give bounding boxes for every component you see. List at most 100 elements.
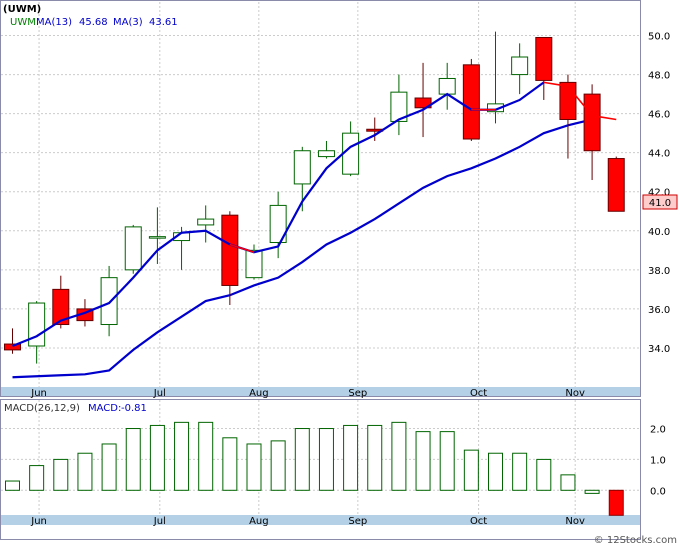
ma3-down-segment — [543, 81, 617, 121]
price-x-tick-label: Jun — [30, 388, 47, 399]
candle — [221, 211, 239, 305]
candle — [462, 58, 480, 141]
price-y-tick-label: 40.0 — [648, 227, 670, 238]
macd-bar — [415, 431, 431, 491]
macd-legend-label: MACD: — [88, 403, 121, 414]
price-y-tick-label: 36.0 — [648, 305, 670, 316]
macd-bar — [463, 449, 479, 491]
last-price-label: 41.0 — [649, 198, 671, 209]
candle — [487, 31, 504, 124]
macd-y-tick-label: 1.0 — [650, 455, 666, 466]
macd-bar — [536, 458, 552, 491]
candle-body — [511, 56, 529, 76]
candle — [607, 156, 625, 212]
macd-bar — [246, 443, 262, 491]
candle-body — [317, 150, 335, 158]
candle-body — [28, 302, 46, 347]
candle — [197, 205, 215, 243]
candle — [414, 62, 432, 138]
candle-body — [487, 103, 504, 113]
candle-body — [293, 150, 311, 185]
macd-bar — [198, 421, 214, 491]
macd-bar — [77, 452, 93, 491]
price-x-tick-label: Aug — [249, 388, 269, 399]
legend-ma13-label: MA(13) — [36, 17, 72, 28]
candle — [4, 328, 21, 354]
price-x-tick-labels: Jun Jul Aug Sep Oct Nov — [30, 388, 585, 399]
macd-bar — [29, 465, 45, 491]
chart-title: (UWM) — [3, 4, 41, 15]
macd-legend: MACD(26,12,9) MACD: -0.81 — [4, 403, 147, 414]
price-y-tick-label: 42.0 — [648, 188, 670, 199]
macd-bar — [391, 421, 407, 491]
candle-body — [462, 64, 480, 140]
macd-bar — [149, 424, 165, 491]
candle-body — [4, 343, 21, 351]
candle — [100, 265, 118, 337]
macd-bar — [174, 421, 190, 491]
macd-bar — [367, 424, 383, 491]
legend-ma13-value: 45.68 — [79, 17, 108, 28]
macd-bar — [318, 428, 334, 491]
price-y-tick-label: 44.0 — [648, 149, 670, 160]
macd-bar — [343, 424, 359, 491]
price-panel-frame — [0, 0, 641, 397]
ma13-series-line — [12, 118, 593, 379]
candle-body — [559, 81, 577, 120]
price-y-tick-labels: 34.0 36.0 38.0 40.0 42.0 44.0 46.0 48.0 50.0 — [648, 32, 670, 355]
macd-y-tick-label: 0.0 — [650, 486, 666, 497]
price-legend: UWM MA(13) 45.68 MA(3) 43.61 — [10, 17, 178, 28]
price-y-tick-label: 46.0 — [648, 110, 670, 121]
price-panel-xaxis-band — [1, 387, 640, 396]
price-panel: 34.0 36.0 38.0 40.0 42.0 44.0 46.0 48.0 50.0 Jun… — [0, 0, 678, 399]
macd-y-tick-labels: 0.0 1.0 2.0 — [650, 425, 666, 498]
macd-bar — [608, 489, 624, 516]
candle-body — [245, 249, 263, 279]
macd-legend-value: -0.81 — [121, 403, 147, 414]
candle — [438, 62, 456, 110]
legend-ma3-value: 43.61 — [149, 17, 178, 28]
macd-bar — [512, 452, 528, 491]
candle-body — [607, 158, 625, 212]
watermark: © 12Stocks.com — [594, 535, 677, 546]
macd-x-tick-label: Oct — [470, 516, 487, 527]
candle — [245, 244, 263, 280]
ma3-line — [12, 81, 617, 348]
macd-bar — [270, 440, 286, 491]
macd-bars — [5, 421, 624, 516]
macd-x-tick-label: Aug — [249, 516, 269, 527]
candle — [124, 224, 142, 274]
candle-body — [438, 77, 456, 95]
macd-bar — [584, 489, 600, 494]
ma13-line — [12, 118, 593, 379]
price-x-tick-label: Jul — [153, 388, 166, 399]
macd-bar — [125, 428, 141, 491]
candle — [317, 140, 335, 159]
ma3-down-segment — [229, 243, 255, 254]
candle-body — [197, 218, 215, 226]
legend-ma3-label: MA(3) — [113, 17, 143, 28]
macd-x-tick-label: Nov — [565, 516, 585, 527]
candle — [583, 84, 601, 181]
macd-bar — [560, 474, 576, 491]
macd-x-tick-label: Jul — [153, 516, 166, 527]
candle-body — [583, 93, 601, 152]
macd-panel-xaxis-band — [1, 515, 640, 525]
price-y-tick-label: 50.0 — [648, 32, 670, 43]
macd-bar — [488, 452, 503, 491]
macd-bar — [439, 431, 455, 491]
candle-body — [148, 236, 166, 239]
candle-body — [414, 97, 432, 109]
candle — [390, 74, 408, 136]
candle-body — [100, 277, 118, 326]
candle-body — [221, 214, 239, 286]
candle — [511, 43, 529, 95]
price-y-tick-label: 34.0 — [648, 344, 670, 355]
macd-x-tick-labels: Jun Jul Aug Sep Oct Nov — [30, 516, 585, 527]
last-price-badge — [642, 194, 678, 210]
candle-body — [269, 204, 287, 244]
price-x-tick-label: Sep — [348, 388, 367, 399]
macd-bar — [5, 480, 20, 491]
price-x-tick-label: Oct — [470, 388, 487, 399]
